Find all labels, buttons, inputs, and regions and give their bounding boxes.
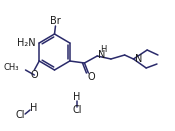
Text: H: H: [73, 92, 81, 102]
Text: Cl: Cl: [15, 110, 25, 120]
Text: O: O: [88, 72, 95, 82]
Text: CH₃: CH₃: [3, 64, 19, 72]
Text: O: O: [30, 70, 38, 80]
Text: H: H: [100, 45, 106, 54]
Text: N: N: [98, 50, 106, 60]
Text: H: H: [30, 103, 38, 113]
Text: Cl: Cl: [72, 105, 82, 115]
Text: N: N: [135, 54, 143, 64]
Text: Br: Br: [50, 16, 61, 26]
Text: H₂N: H₂N: [17, 38, 35, 48]
